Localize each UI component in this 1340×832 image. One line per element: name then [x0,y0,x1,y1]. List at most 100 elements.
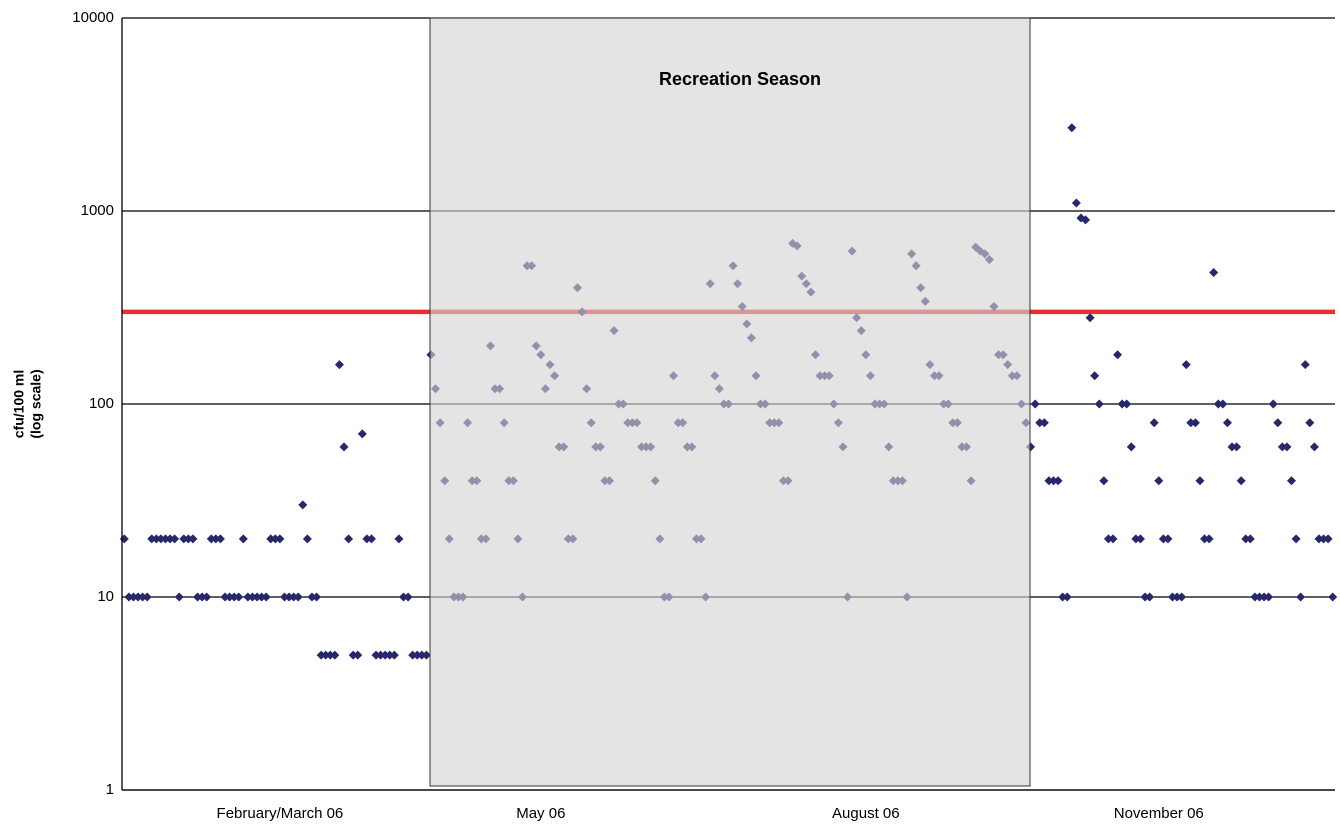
y-tick-label: 1000 [81,202,114,219]
point [1181,360,1191,370]
point [1131,534,1141,544]
point [353,650,363,660]
x-tick-label: February/March 06 [217,805,344,822]
y-axis-label: (log scale) [28,369,44,438]
point [160,534,170,544]
point [1264,592,1274,602]
point [1035,418,1045,428]
point [1222,418,1232,428]
y-axis-label: cfu/100 ml [11,370,27,438]
y-tick-label: 10 [97,588,114,605]
season-box [429,17,1031,787]
point [1236,476,1246,486]
point [1117,399,1127,409]
point [316,650,326,660]
point [1158,534,1168,544]
point [220,592,230,602]
point [334,360,344,370]
point [325,650,335,660]
point [1300,360,1310,370]
point [179,534,189,544]
point [380,650,390,660]
point [417,650,427,660]
x-tick-label: November 06 [1114,805,1204,822]
point [243,592,253,602]
point [1140,592,1150,602]
point [321,650,331,660]
point [408,650,418,660]
point [1126,442,1136,452]
point [293,592,303,602]
point [156,534,166,544]
point [366,534,376,544]
point [279,592,289,602]
y-tick-label: 10000 [72,9,114,26]
point [1108,534,1118,544]
point [211,534,221,544]
point [284,592,294,602]
point [119,534,129,544]
point [1268,399,1278,409]
point [389,650,399,660]
point [1099,476,1109,486]
point [1287,476,1297,486]
point [1190,418,1200,428]
point [128,592,138,602]
point [1305,418,1315,428]
point [1135,534,1145,544]
point [312,592,322,602]
point [1058,592,1068,602]
point [1071,198,1081,208]
point [1213,399,1223,409]
point [376,650,386,660]
point [298,500,308,510]
y-tick-label: 100 [89,395,114,412]
point [1163,534,1173,544]
point [247,592,257,602]
point [1154,476,1164,486]
point [188,534,198,544]
x-tick-label: August 06 [832,805,900,822]
point [1039,418,1049,428]
point [206,534,216,544]
x-tick-label: May 06 [516,805,565,822]
point [1273,418,1283,428]
point [1277,442,1287,452]
point [1149,418,1159,428]
point [357,429,367,439]
point [234,592,244,602]
point [1259,592,1269,602]
point [1030,399,1040,409]
point [1218,399,1228,409]
point [385,650,395,660]
point [252,592,262,602]
point [225,592,235,602]
point [142,592,152,602]
season-label: Recreation Season [659,69,821,89]
point [1113,350,1123,360]
point [138,592,148,602]
point [1186,418,1196,428]
point [348,650,358,660]
point [1245,534,1255,544]
point [1168,592,1178,602]
point [307,592,317,602]
point [403,592,413,602]
point [1328,592,1338,602]
point [229,592,239,602]
point [1085,313,1095,323]
point [261,592,271,602]
point [412,650,422,660]
point [421,650,431,660]
point [1062,592,1072,602]
point [1177,592,1187,602]
point [330,650,340,660]
point [257,592,267,602]
point [174,592,184,602]
point [344,534,354,544]
point [1103,534,1113,544]
point [1282,442,1292,452]
point [1044,476,1054,486]
